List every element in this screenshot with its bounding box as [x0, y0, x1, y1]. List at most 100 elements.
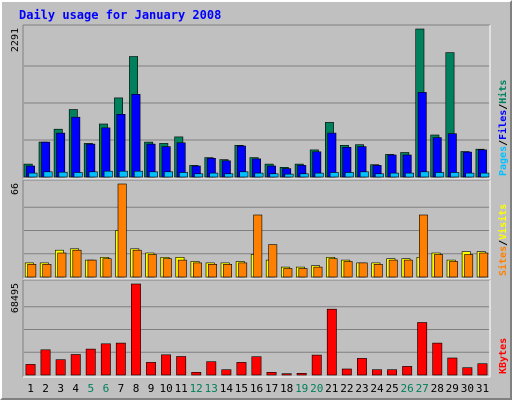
bar-kbytes: [296, 372, 307, 376]
bar-pages: [149, 171, 158, 178]
bar-sites: [433, 254, 443, 278]
bar-sites: [358, 262, 368, 278]
bar-kbytes: [266, 371, 277, 376]
bar-kbytes: [356, 358, 367, 376]
bar-pages: [480, 172, 490, 178]
legend-visits-sites: Sites/Visits: [497, 204, 509, 276]
bar-kbytes: [251, 356, 262, 376]
x-tick-label: 23: [355, 382, 368, 395]
x-tick-label: 25: [385, 382, 398, 395]
bar-sites: [464, 254, 474, 278]
legend-entry: Visits: [497, 204, 509, 240]
bar-sites: [87, 259, 97, 278]
bar-sites: [238, 262, 248, 278]
bar-sites: [388, 259, 398, 278]
x-tick-label: 15: [235, 382, 248, 395]
legend-entry: Sites: [497, 246, 509, 276]
x-tick-label: 4: [72, 382, 79, 395]
legend-entry: /: [498, 104, 509, 110]
bar-pages: [209, 172, 219, 178]
bar-kbytes: [85, 348, 96, 376]
bar-kbytes: [161, 354, 171, 376]
x-tick-label: 26: [400, 382, 413, 395]
x-tick-label: 7: [118, 382, 125, 395]
bar-files: [71, 116, 81, 178]
bar-sites: [162, 258, 172, 278]
legend-entry: Files: [497, 110, 509, 140]
x-tick-label: 13: [205, 382, 218, 395]
bar-pages: [389, 172, 399, 178]
bar-pages: [43, 171, 53, 178]
bar-sites: [223, 263, 232, 278]
bar-sites: [57, 252, 67, 278]
x-tick-label: 30: [461, 382, 474, 395]
bar-pages: [224, 173, 234, 178]
bar-kbytes: [432, 342, 443, 376]
bar-kbytes: [402, 366, 413, 376]
bar-sites: [117, 183, 127, 278]
x-tick-label: 11: [175, 382, 188, 395]
bar-kbytes: [462, 367, 473, 376]
legend-entry: Hits: [497, 80, 509, 104]
bar-pages: [299, 173, 309, 178]
bar-sites: [147, 254, 157, 278]
bar-kbytes: [281, 373, 292, 376]
bar-sites: [328, 258, 338, 278]
bar-files: [432, 137, 442, 178]
bar-sites: [283, 268, 293, 278]
bar-pages: [269, 173, 279, 178]
bar-pages: [134, 170, 143, 178]
bar-sites: [373, 263, 383, 278]
x-tick-label: 16: [250, 382, 263, 395]
bar-sites: [418, 214, 428, 278]
bar-pages: [118, 170, 128, 178]
x-tick-label: 2: [42, 382, 49, 395]
legend-entry: /: [498, 240, 509, 246]
bar-sites: [193, 262, 202, 278]
x-tick-label: 6: [103, 382, 110, 395]
bar-kbytes: [387, 369, 397, 376]
x-tick-label: 14: [220, 382, 234, 395]
x-tick-label: 22: [340, 382, 353, 395]
bar-files: [417, 92, 427, 178]
bar-files: [101, 127, 111, 178]
legend-entry: /: [498, 140, 509, 146]
bar-kbytes: [371, 369, 382, 376]
x-tick-label: 28: [431, 382, 444, 395]
x-tick-label: 1: [27, 382, 34, 395]
bar-sites: [72, 249, 82, 278]
bar-pages: [465, 172, 475, 178]
bar-files: [56, 132, 66, 178]
bar-files: [131, 94, 141, 178]
bar-pages: [405, 172, 414, 178]
bar-files: [176, 142, 186, 178]
bar-pages: [164, 171, 173, 178]
bar-kbytes: [146, 362, 156, 376]
bar-kbytes: [40, 349, 51, 376]
x-tick-label: 20: [310, 382, 323, 395]
bar-sites: [313, 266, 323, 278]
legend-kbytes: KBytes: [498, 338, 509, 374]
bar-kbytes: [447, 357, 458, 376]
bar-kbytes: [477, 363, 488, 376]
legend-entry: KBytes: [498, 338, 509, 374]
bar-pages: [254, 172, 264, 178]
bar-pages: [314, 172, 324, 178]
x-tick-label: 12: [190, 382, 203, 395]
bar-kbytes: [191, 371, 202, 376]
bar-pages: [179, 172, 188, 178]
bar-kbytes: [206, 361, 217, 376]
bar-pages: [344, 172, 354, 178]
x-tick-label: 21: [325, 382, 338, 395]
x-tick-label: 5: [87, 382, 94, 395]
bar-kbytes: [236, 362, 247, 376]
x-tick-label: 9: [148, 382, 155, 395]
bar-kbytes: [115, 342, 126, 376]
bar-kbytes: [326, 308, 337, 376]
bar-files: [447, 133, 457, 178]
bar-pages: [329, 172, 339, 178]
bar-sites: [208, 263, 217, 278]
bar-sites: [253, 214, 263, 278]
bar-kbytes: [55, 359, 66, 376]
